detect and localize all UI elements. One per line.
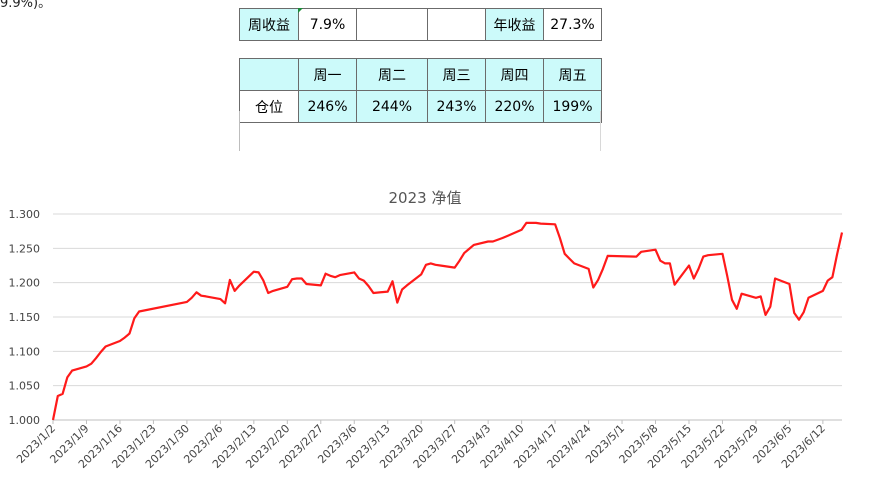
position-value: 220% <box>485 90 544 123</box>
chart-title: 2023 净值 <box>389 189 462 207</box>
cell-comment-marker <box>298 8 303 13</box>
position-header-row: 周一 周二 周三 周四 周五 <box>239 58 602 91</box>
y-tick-label: 1.000 <box>9 414 41 427</box>
nav-line-chart: 2023 净值 1.000 1.050 1.100 1.150 1.200 1.250 1.… <box>9 189 844 471</box>
summary-row: 周收益 7.9% 年收益 27.3% <box>239 8 602 41</box>
y-tick-label: 1.300 <box>9 208 41 221</box>
position-value: 199% <box>543 90 602 123</box>
year-return-value: 27.3% <box>543 8 602 41</box>
y-tick-label: 1.050 <box>9 380 41 393</box>
day-header: 周五 <box>543 58 602 91</box>
position-header-blank <box>239 58 299 91</box>
position-value: 246% <box>298 90 357 123</box>
position-value-row: 仓位 246% 244% 243% 220% 199% <box>239 90 602 123</box>
position-row-label: 仓位 <box>239 90 299 123</box>
day-header: 周二 <box>356 58 428 91</box>
day-header: 周四 <box>485 58 544 91</box>
sheet-border-right <box>600 111 601 151</box>
y-tick-label: 1.150 <box>9 311 41 324</box>
y-tick-label: 1.200 <box>9 277 41 290</box>
empty-cell <box>427 8 486 41</box>
y-tick-label: 1.250 <box>9 242 41 255</box>
position-value: 243% <box>427 90 486 123</box>
spreadsheet-panel: 周收益 7.9% 年收益 27.3% 周一 周二 周三 周四 周五 仓位 246… <box>239 8 602 151</box>
day-header: 周三 <box>427 58 486 91</box>
year-return-label: 年收益 <box>485 8 544 41</box>
week-return-label: 周收益 <box>239 8 299 41</box>
day-header: 周一 <box>298 58 357 91</box>
summary-table: 周收益 7.9% 年收益 27.3% <box>239 8 602 41</box>
position-table: 周一 周二 周三 周四 周五 仓位 246% 244% 243% 220% 19… <box>239 58 602 123</box>
empty-cell <box>356 8 428 41</box>
position-value: 244% <box>356 90 428 123</box>
y-tick-label: 1.100 <box>9 345 41 358</box>
week-return-value: 7.9% <box>298 8 357 41</box>
top-text-fragment: 9.9%)。 <box>0 0 52 11</box>
nav-series-line <box>51 221 844 421</box>
sheet-border-left <box>239 111 240 151</box>
